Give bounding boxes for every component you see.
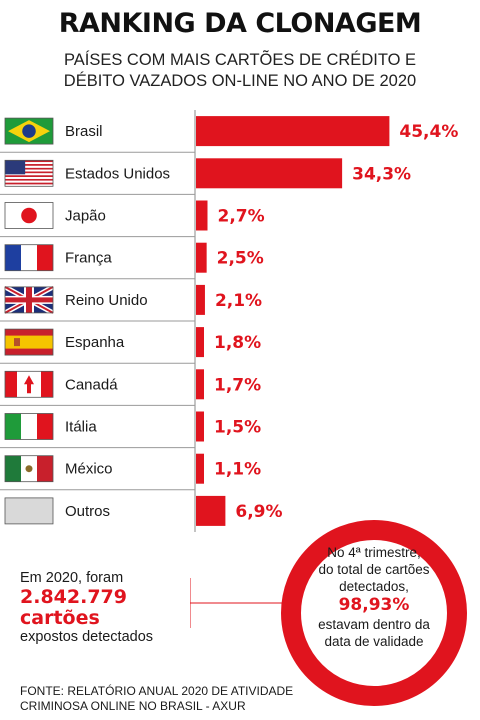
bar <box>196 327 204 358</box>
flag-brazil-icon <box>4 117 54 145</box>
summary-intro: Em 2020, foram <box>20 570 124 586</box>
highlight-line-4: estavam dentro da <box>318 617 430 632</box>
category-label: Reino Unido <box>65 292 148 309</box>
bar <box>196 369 204 400</box>
category-label: Brasil <box>65 123 103 140</box>
category-label: Canadá <box>65 376 118 393</box>
highlight-line-2: do total de cartões <box>318 562 430 577</box>
flag-canada-icon <box>4 370 54 398</box>
value-label: 1,7% <box>214 375 261 395</box>
flag-mexico-icon <box>4 455 54 483</box>
bar <box>196 242 207 273</box>
chart-title: RANKING DA CLONAGEM <box>58 8 422 39</box>
category-label: Estados Unidos <box>65 165 170 182</box>
category-label: México <box>65 461 113 478</box>
summary-note: Em 2020, foram 2.842.779 cartões exposto… <box>20 570 190 646</box>
category-label: Japão <box>65 208 106 225</box>
highlight-line-5: data de validade <box>324 634 424 649</box>
chart-subtitle: PAÍSES COM MAIS CARTÕES DE CRÉDITO E DÉB… <box>63 51 417 90</box>
value-label: 1,5% <box>214 418 261 438</box>
value-label: 1,1% <box>214 460 261 480</box>
bar <box>196 411 204 442</box>
bar <box>196 495 226 526</box>
value-label: 1,8% <box>214 333 261 353</box>
value-label: 45,4% <box>399 122 458 142</box>
category-label: Itália <box>65 419 97 436</box>
highlight-line-3: detectados, <box>339 579 409 594</box>
bar-chart: Brasil 45,4% Estados Unidos 34,3% Japão 2,7% F… <box>0 110 458 532</box>
bar <box>196 453 204 484</box>
summary-unit: cartões <box>20 607 100 629</box>
connector-line <box>190 578 285 628</box>
flag-uk-icon <box>3 284 55 316</box>
flag-usa-icon <box>4 159 54 187</box>
value-label: 6,9% <box>235 502 282 522</box>
source-note: FONTE: RELATÓRIO ANUAL 2020 DE ATIVIDADE… <box>20 684 294 713</box>
value-label: 2,1% <box>215 291 262 311</box>
highlight-line-1: No 4ª trimestre, <box>327 545 421 560</box>
category-label: França <box>65 250 112 267</box>
category-label: Espanha <box>65 334 125 351</box>
value-label: 2,7% <box>218 207 265 227</box>
bar <box>196 116 390 147</box>
flag-italy-icon <box>4 413 54 440</box>
summary-count: 2.842.779 <box>20 586 127 608</box>
flag-spain-icon <box>4 328 54 356</box>
summary-outro: expostos detectados <box>20 629 154 645</box>
highlight-percent: 98,93% <box>338 595 410 615</box>
bar <box>196 158 343 189</box>
bar <box>196 284 205 315</box>
value-label: 34,3% <box>352 164 411 184</box>
highlight-text: No 4ª trimestre, do total de cartões det… <box>301 544 447 650</box>
flag-france-icon <box>4 244 54 272</box>
flag-other-icon <box>4 497 54 525</box>
bar <box>196 200 208 231</box>
value-label: 2,5% <box>217 249 264 269</box>
flag-japan-icon <box>4 202 54 229</box>
category-label: Outros <box>65 503 110 520</box>
